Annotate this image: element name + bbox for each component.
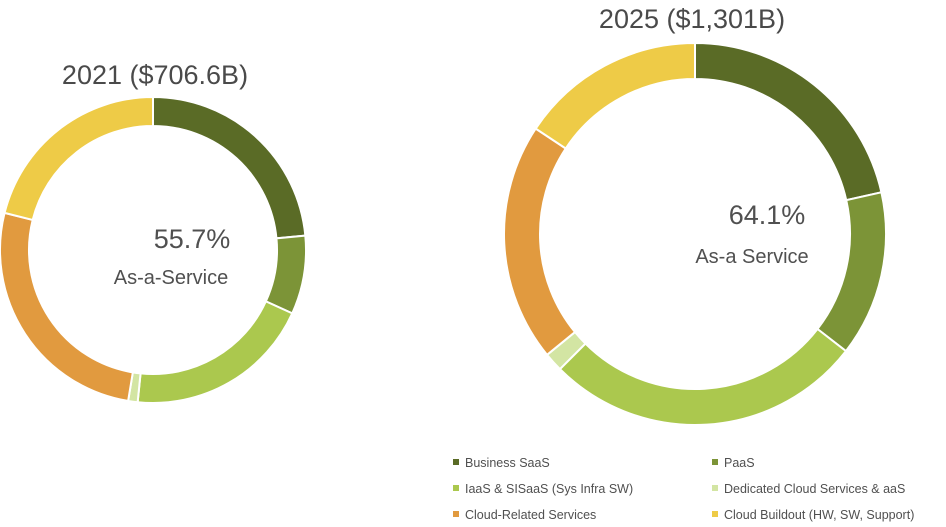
slice-business-saas	[152, 95, 307, 240]
slice-cloud-buildout-hw-sw-support	[3, 95, 154, 222]
legend-item-paas: PaaS	[712, 456, 755, 470]
legend-label: Business SaaS	[465, 456, 550, 470]
legend-swatch	[453, 485, 459, 491]
legend-swatch	[453, 459, 459, 465]
slice-cloud-related-services	[0, 211, 134, 403]
slices-2025	[503, 41, 887, 426]
legend-item-business-saas: Business SaaS	[453, 456, 550, 470]
legend-swatch	[712, 485, 718, 491]
legend-label: Cloud Buildout (HW, SW, Support)	[724, 508, 914, 522]
slice-business-saas	[694, 41, 883, 202]
legend: Business SaaS PaaS IaaS & SISaaS (Sys In…	[453, 456, 914, 522]
slice-iaas-sisaas-sys-infra-sw	[558, 327, 848, 426]
slice-paas	[816, 191, 887, 353]
center-value-2021: 55.7%	[154, 224, 231, 254]
center-label-2025: As-a Service	[695, 246, 808, 268]
slice-cloud-related-services	[503, 127, 577, 357]
chart-title-2021: 2021 ($706.6B)	[62, 60, 248, 90]
chart-title-2025: 2025 ($1,301B)	[599, 4, 785, 34]
legend-item-dedicated-cloud: Dedicated Cloud Services & aaS	[712, 482, 905, 496]
center-value-2025: 64.1%	[729, 200, 806, 230]
slice-iaas-sisaas-sys-infra-sw	[136, 300, 294, 404]
legend-label: IaaS & SISaaS (Sys Infra SW)	[465, 482, 633, 496]
legend-label: PaaS	[724, 456, 755, 470]
legend-label: Cloud-Related Services	[465, 508, 596, 522]
legend-item-iaas-sisaas: IaaS & SISaaS (Sys Infra SW)	[453, 482, 633, 496]
legend-swatch	[712, 511, 718, 517]
slices-2021	[0, 95, 307, 404]
legend-label: Dedicated Cloud Services & aaS	[724, 482, 905, 496]
slice-cloud-buildout-hw-sw-support	[534, 41, 696, 150]
slice-paas	[264, 234, 307, 315]
donut-chart-2021: 2021 ($706.6B) 55.7% As-a-Service	[0, 60, 307, 404]
legend-swatch	[712, 459, 718, 465]
center-label-2021: As-a-Service	[114, 267, 228, 289]
legend-item-cloud-related-services: Cloud-Related Services	[453, 508, 596, 522]
legend-swatch	[453, 511, 459, 517]
legend-item-cloud-buildout: Cloud Buildout (HW, SW, Support)	[712, 508, 914, 522]
donut-chart-2025: 2025 ($1,301B) 64.1% As-a Service	[503, 4, 887, 426]
